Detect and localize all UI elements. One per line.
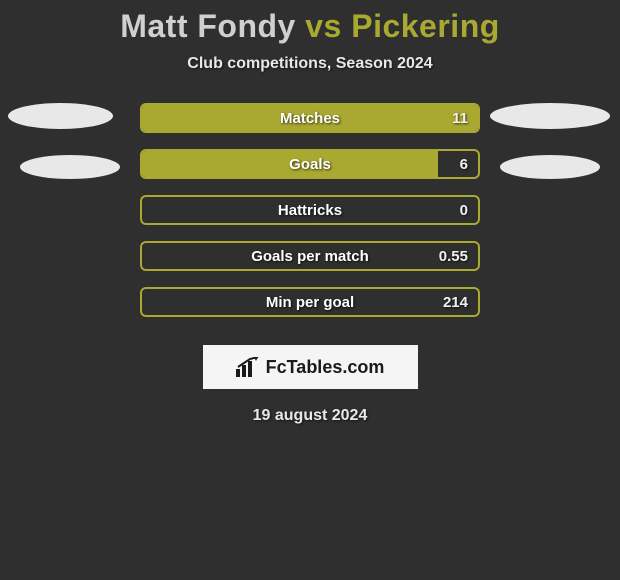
date-text: 19 august 2024 (0, 407, 620, 425)
stat-bar-fill (142, 151, 438, 177)
stat-value: 6 (460, 156, 468, 173)
stat-value: 0.55 (439, 248, 468, 265)
stat-label: Hattricks (142, 202, 478, 219)
stat-row: Hattricks0 (0, 195, 620, 241)
subtitle: Club competitions, Season 2024 (0, 55, 620, 73)
stat-row: Goals per match0.55 (0, 241, 620, 287)
infographic-container: Matt Fondy vs Pickering Club competition… (0, 0, 620, 425)
stat-row: Goals6 (0, 149, 620, 195)
stat-bar-track: Hattricks0 (140, 195, 480, 225)
stat-bar-fill (142, 105, 478, 131)
logo-box: FcTables.com (203, 345, 418, 389)
stat-value: 0 (460, 202, 468, 219)
title-player2: Pickering (351, 8, 500, 44)
title-vs: vs (305, 8, 342, 44)
stat-bar-track: Min per goal214 (140, 287, 480, 317)
stat-label: Goals per match (142, 248, 478, 265)
stat-label: Min per goal (142, 294, 478, 311)
stat-row: Matches11 (0, 103, 620, 149)
page-title: Matt Fondy vs Pickering (0, 8, 620, 45)
title-player1: Matt Fondy (120, 8, 296, 44)
stat-bar-track: Goals6 (140, 149, 480, 179)
stat-bar-track: Goals per match0.55 (140, 241, 480, 271)
stat-bar-track: Matches11 (140, 103, 480, 133)
stat-row: Min per goal214 (0, 287, 620, 333)
logo-text: FcTables.com (266, 357, 385, 378)
chart-icon (236, 357, 260, 377)
stat-value: 214 (443, 294, 468, 311)
stats-rows: Matches11 Goals6 Hattricks0 Goals per match… (0, 103, 620, 333)
